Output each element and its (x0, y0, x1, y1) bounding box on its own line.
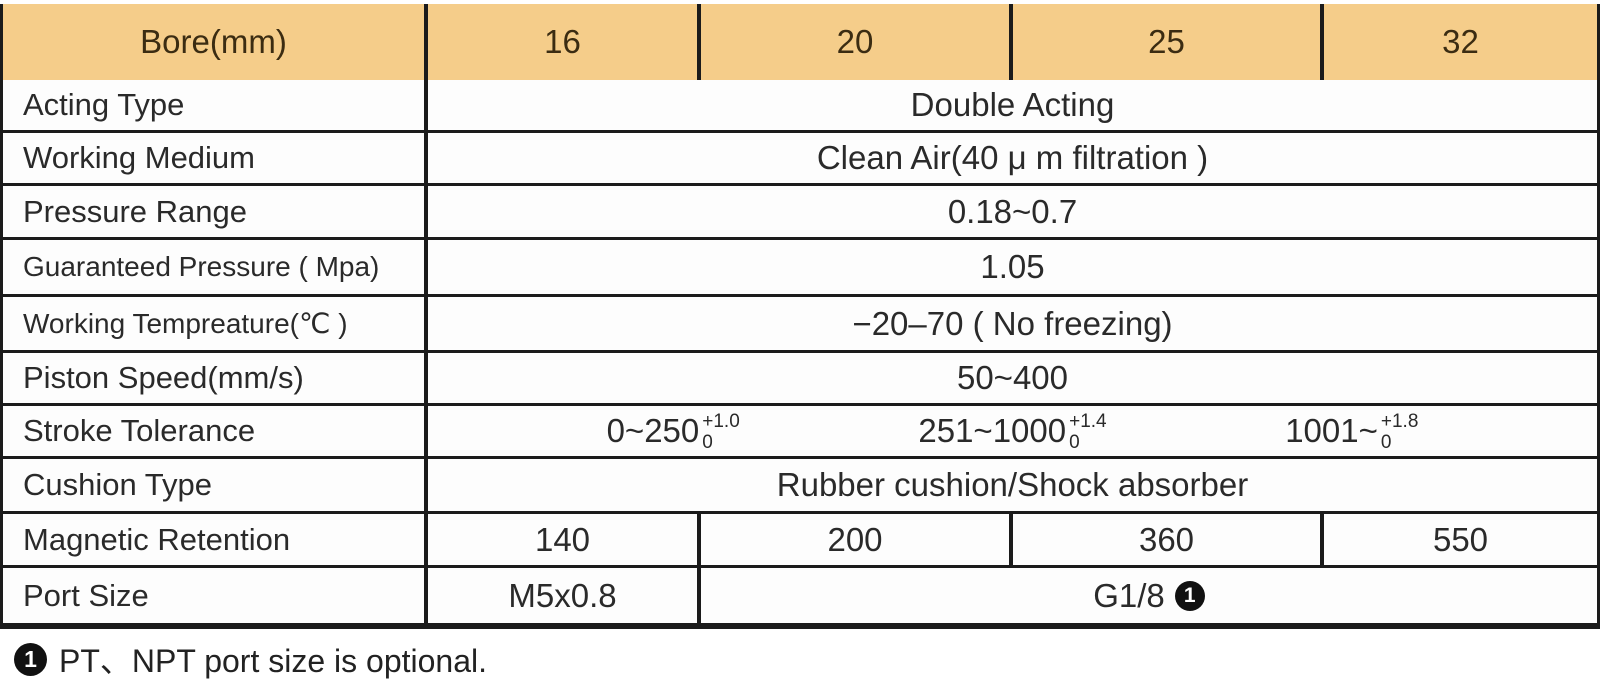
tolerance-limits: +1.0 0 (702, 412, 740, 453)
table-row-port-size: Port Size M5x0.8 G1/8 1 (3, 568, 1597, 623)
row-value: −20–70 ( No freezing) (852, 304, 1173, 342)
header-col-20: 20 (701, 4, 1013, 80)
row-label: Acting Type (3, 80, 428, 130)
row-value: 0.18~0.7 (947, 192, 1078, 230)
row-value: Rubber cushion/Shock absorber (776, 466, 1249, 503)
tolerance-entry: 251~1000 +1.4 0 (918, 410, 1107, 453)
port-value-rest: G1/8 1 (701, 568, 1597, 623)
footnote-text: PT、NPT port size is optional. (59, 643, 488, 679)
row-value: 50~400 (956, 359, 1069, 396)
table-row-working-medium: Working Medium Clean Air(40 μ m filtrati… (3, 133, 1597, 186)
footnote: 1 PT、NPT port size is optional. (14, 636, 487, 682)
row-label: Guaranteed Pressure ( Mpa) (3, 240, 428, 294)
port-size-text: G1/8 (1093, 576, 1165, 614)
specifications-table: Bore(mm) 16 20 25 32 Acting Type Double … (0, 4, 1600, 629)
row-value: 1.05 (980, 248, 1045, 285)
tolerance-base: 1001~ (1285, 412, 1378, 449)
table-row-stroke-tolerance: Stroke Tolerance 0~250 +1.0 0 251~1000 +… (3, 406, 1597, 459)
magnetic-value-20: 200 (701, 514, 1013, 565)
row-label: Port Size (3, 568, 428, 623)
footnote-1-icon: 1 (14, 642, 47, 676)
row-label: Working Medium (3, 133, 428, 183)
tolerance-base: 251~1000 (918, 412, 1067, 449)
tolerance-base: 0~250 (606, 412, 700, 449)
header-col-16: 16 (428, 4, 701, 80)
tolerance-lower: 0 (1069, 432, 1080, 453)
row-label: Magnetic Retention (3, 514, 428, 565)
tolerance-limits: +1.8 0 (1381, 412, 1419, 453)
table-row-magnetic-retention: Magnetic Retention 140 200 360 550 (3, 514, 1597, 568)
row-label: Pressure Range (3, 186, 428, 237)
magnetic-value-32: 550 (1432, 520, 1489, 558)
tolerance-upper: +1.8 (1380, 411, 1419, 433)
magnetic-value-25: 360 (1013, 514, 1324, 565)
footnote-1-icon: 1 (1174, 580, 1205, 611)
row-value: Clean Air(40 μ m filtration ) (816, 139, 1209, 176)
magnetic-value-16: 140 (428, 514, 701, 565)
header-bore-label: Bore(mm) (3, 4, 428, 80)
table-header-row: Bore(mm) 16 20 25 32 (3, 4, 1597, 80)
stroke-tolerance-values: 0~250 +1.0 0 251~1000 +1.4 0 (428, 406, 1597, 456)
tolerance-lower: 0 (702, 432, 713, 453)
header-col-25: 25 (1013, 4, 1324, 80)
table-row-cushion-type: Cushion Type Rubber cushion/Shock absorb… (3, 459, 1597, 514)
table-row-pressure-range: Pressure Range 0.18~0.7 (3, 186, 1597, 240)
row-label: Working Tempreature(℃ ) (3, 297, 428, 350)
tolerance-entry: 1001~ +1.8 0 (1285, 410, 1419, 453)
table-row-acting-type: Acting Type Double Acting (3, 80, 1597, 133)
row-label: Piston Speed(mm/s) (3, 353, 428, 403)
stroke-tolerance-entries: 0~250 +1.0 0 251~1000 +1.4 0 (428, 410, 1597, 453)
port-value-16: M5x0.8 (428, 568, 701, 623)
tolerance-lower: 0 (1380, 432, 1392, 453)
tolerance-limits: +1.4 0 (1069, 412, 1107, 453)
tolerance-entry: 0~250 +1.0 0 (606, 410, 740, 453)
table-row-working-temperature: Working Tempreature(℃ ) −20–70 ( No free… (3, 297, 1597, 353)
row-label: Cushion Type (3, 459, 428, 511)
row-value: Double Acting (910, 86, 1115, 123)
tolerance-upper: +1.0 (702, 411, 740, 433)
row-label: Stroke Tolerance (3, 406, 428, 456)
tolerance-upper: +1.4 (1069, 411, 1107, 433)
table-row-guaranteed-pressure: Guaranteed Pressure ( Mpa) 1.05 (3, 240, 1597, 297)
header-col-32: 32 (1442, 23, 1479, 60)
table-row-piston-speed: Piston Speed(mm/s) 50~400 (3, 353, 1597, 406)
